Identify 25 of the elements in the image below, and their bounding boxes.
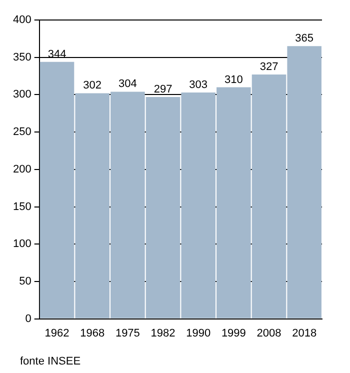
y-tick-label: 50 [19, 275, 32, 288]
data-label: 304 [118, 78, 137, 90]
x-tick-label: 1990 [186, 327, 211, 340]
x-tick-label: 1975 [115, 327, 140, 340]
x-tick-label: 1999 [221, 327, 246, 340]
x-tick-label: 1968 [80, 327, 105, 340]
y-tick-label: 150 [12, 200, 32, 213]
data-label: 365 [295, 32, 314, 45]
y-tick-label: 200 [12, 163, 32, 176]
y-tick-label: 400 [12, 14, 32, 26]
y-tick-label: 100 [12, 238, 32, 250]
data-label: 303 [189, 78, 208, 91]
x-tick-label: 1982 [150, 327, 176, 340]
data-label: 297 [154, 83, 172, 96]
y-tick-label: 250 [12, 126, 32, 138]
x-tick-label: 2008 [256, 327, 282, 340]
source-note: fonte INSEE [20, 356, 81, 368]
data-label: 302 [83, 80, 102, 92]
y-tick-label: 300 [12, 88, 32, 101]
y-tick-label: 350 [12, 51, 32, 64]
x-tick-label: 2018 [292, 327, 317, 340]
y-tick-label: 0 [25, 312, 32, 325]
x-tick-label: 1962 [44, 327, 70, 340]
data-label: 310 [224, 74, 243, 86]
data-label: 327 [260, 61, 278, 74]
